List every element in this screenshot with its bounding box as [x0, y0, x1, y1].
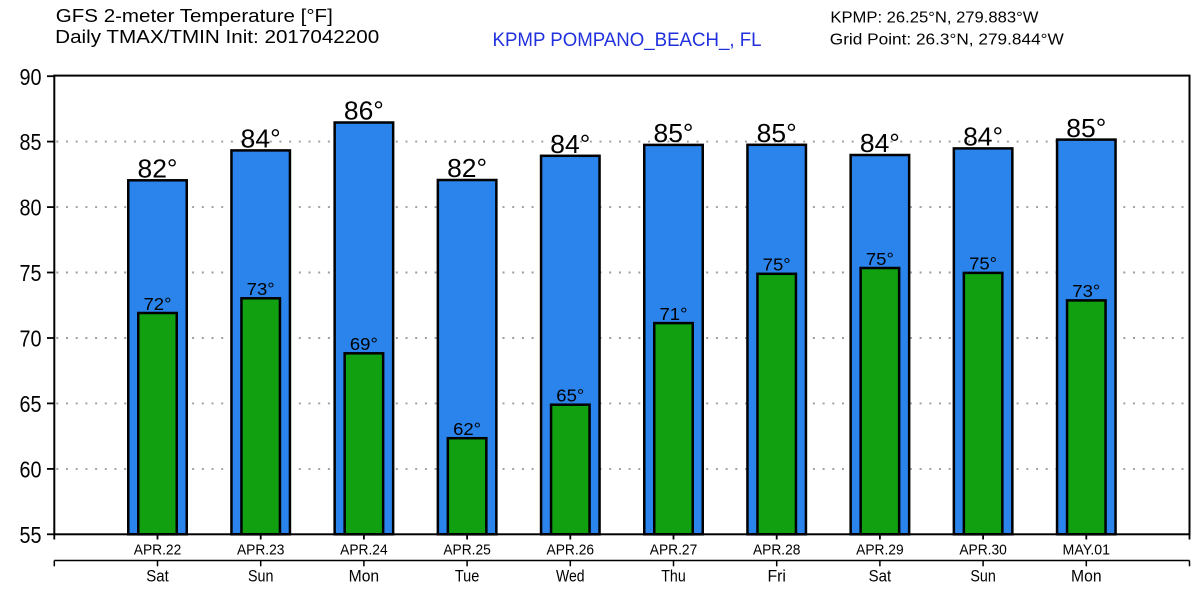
svg-text:KPMP: 26.25°N, 279.883°W: KPMP: 26.25°N, 279.883°W [830, 10, 1039, 27]
svg-text:80: 80 [20, 195, 42, 221]
svg-text:75°: 75° [763, 255, 791, 275]
svg-text:APR.22: APR.22 [134, 542, 182, 559]
svg-text:APR.26: APR.26 [547, 542, 595, 559]
svg-text:55: 55 [20, 522, 42, 548]
svg-text:82°: 82° [447, 155, 487, 183]
svg-text:APR.24: APR.24 [340, 542, 388, 559]
svg-text:84°: 84° [241, 126, 281, 154]
svg-text:71°: 71° [660, 304, 688, 324]
svg-text:Sat: Sat [146, 567, 169, 586]
svg-text:85°: 85° [1066, 115, 1106, 143]
svg-text:Daily TMAX/TMIN Init: 20170422: Daily TMAX/TMIN Init: 2017042200 [55, 26, 379, 47]
svg-text:APR.30: APR.30 [959, 542, 1007, 559]
svg-text:84°: 84° [963, 124, 1003, 152]
svg-text:Grid Point: 26.3°N, 279.844°W: Grid Point: 26.3°N, 279.844°W [830, 31, 1065, 48]
svg-text:Mon: Mon [1071, 567, 1102, 586]
svg-text:85°: 85° [757, 120, 797, 148]
svg-text:73°: 73° [1072, 281, 1100, 301]
svg-text:60: 60 [20, 457, 42, 483]
svg-text:90: 90 [20, 64, 42, 90]
svg-text:85: 85 [20, 129, 42, 155]
svg-text:APR.28: APR.28 [753, 542, 801, 559]
svg-text:APR.25: APR.25 [443, 542, 491, 559]
svg-text:86°: 86° [344, 98, 384, 126]
svg-text:69°: 69° [350, 334, 378, 354]
svg-text:Tue: Tue [455, 567, 480, 586]
svg-text:75°: 75° [969, 254, 997, 274]
svg-text:Fri: Fri [767, 567, 786, 586]
svg-text:82°: 82° [138, 156, 178, 184]
svg-text:Wed: Wed [556, 567, 585, 586]
svg-text:APR.23: APR.23 [237, 542, 285, 559]
svg-text:GFS 2-meter Temperature [°F]: GFS 2-meter Temperature [°F] [56, 5, 333, 26]
svg-text:KPMP POMPANO_BEACH_, FL: KPMP POMPANO_BEACH_, FL [493, 29, 762, 51]
svg-text:Mon: Mon [349, 567, 380, 586]
svg-text:75°: 75° [866, 249, 894, 269]
svg-text:62°: 62° [453, 419, 481, 439]
svg-text:MAY.01: MAY.01 [1063, 542, 1111, 559]
svg-text:Sun: Sun [248, 567, 274, 586]
svg-text:75: 75 [20, 260, 42, 286]
svg-text:70: 70 [20, 326, 42, 352]
svg-text:84°: 84° [550, 131, 590, 159]
svg-text:72°: 72° [144, 294, 172, 314]
svg-text:APR.29: APR.29 [856, 542, 904, 559]
svg-text:Sat: Sat [869, 567, 892, 586]
svg-text:Thu: Thu [661, 567, 686, 586]
svg-text:Sun: Sun [970, 567, 996, 586]
svg-text:65: 65 [20, 391, 42, 417]
svg-text:85°: 85° [654, 120, 694, 148]
svg-text:APR.27: APR.27 [650, 542, 698, 559]
svg-text:84°: 84° [860, 130, 900, 158]
svg-text:73°: 73° [247, 279, 275, 299]
svg-text:65°: 65° [556, 386, 584, 406]
